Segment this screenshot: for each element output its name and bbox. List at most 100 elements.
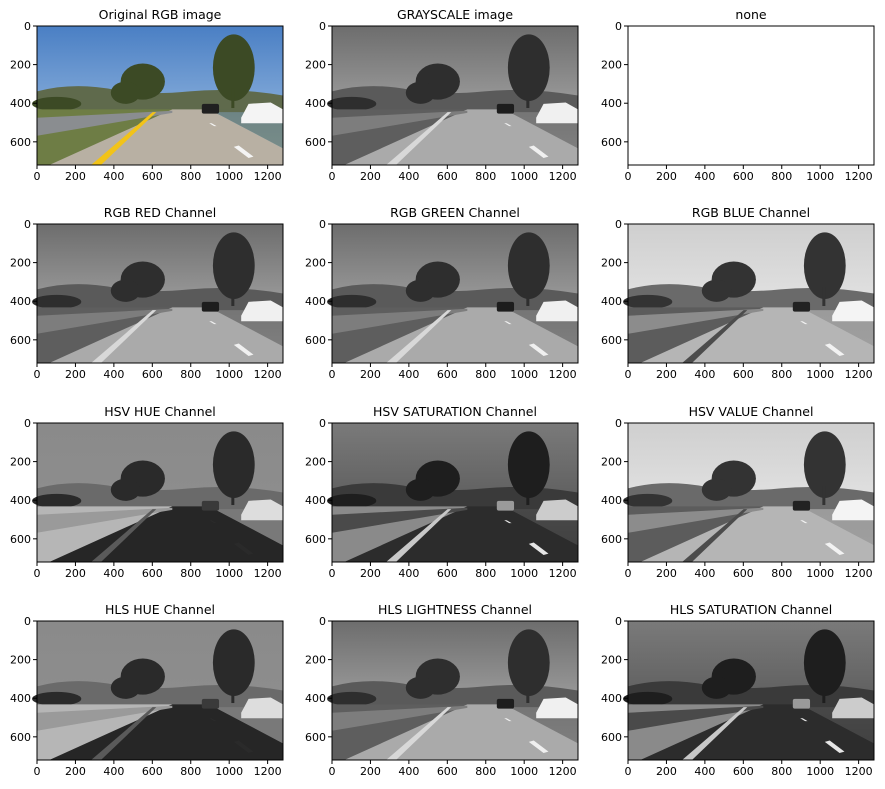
x-tick-label: 0 [329,567,336,580]
channel-image [32,621,283,760]
x-tick-label: 1000 [806,567,834,580]
y-tick-label: 400 [601,494,622,507]
panel-title: HLS LIGHTNESS Channel [378,602,532,617]
x-tick-label: 600 [437,567,458,580]
x-tick-label: 1200 [254,170,282,183]
image-panel: RGB GREEN Channel 0 200 400 600 800 1000 1200 0 2… [305,205,579,381]
x-tick-label: 1000 [215,170,243,183]
y-tick-label: 400 [10,692,31,705]
x-tick-label: 400 [694,765,715,778]
image-panel: HLS SATURATION Channel 0 200 400 600 800 1000 1… [601,602,875,778]
x-tick-label: 200 [656,567,677,580]
y-tick-label: 200 [10,59,31,72]
y-tick-label: 400 [305,494,326,507]
x-tick-label: 800 [180,765,201,778]
y-tick-label: 600 [601,533,622,546]
x-tick-label: 200 [65,170,86,183]
y-tick-label: 0 [24,218,31,231]
x-tick-label: 1200 [549,567,577,580]
x-tick-label: 1000 [806,170,834,183]
x-tick-label: 800 [771,368,792,381]
x-tick-label: 0 [34,765,41,778]
y-tick-label: 200 [305,59,326,72]
x-tick-label: 1000 [806,368,834,381]
channel-image [32,224,283,363]
image-panel: Original RGB image 0 200 400 600 800 1000 1200 0… [10,7,284,183]
channel-image [623,621,874,760]
x-tick-label: 400 [103,170,124,183]
channel-image [623,224,874,363]
y-tick-label: 0 [24,20,31,33]
x-tick-label: 400 [103,368,124,381]
x-tick-label: 0 [625,567,632,580]
y-tick-label: 600 [601,731,622,744]
image-panel: HSV SATURATION Channel 0 200 400 600 800 1000 1… [305,404,579,580]
y-tick-label: 400 [305,97,326,110]
y-tick-label: 600 [305,533,326,546]
panel-title: HSV SATURATION Channel [373,404,537,419]
y-tick-label: 200 [10,257,31,270]
y-tick-label: 0 [615,615,622,628]
channel-image [327,224,578,363]
x-tick-label: 1000 [510,567,538,580]
image-panel: HLS HUE Channel 0 200 400 600 800 1000 1200 0 200… [10,602,284,778]
x-tick-label: 600 [142,170,163,183]
x-tick-label: 0 [625,368,632,381]
x-tick-label: 1000 [510,170,538,183]
x-tick-label: 1000 [510,765,538,778]
panel-title: RGB GREEN Channel [390,205,520,220]
panel-title: HSV HUE Channel [104,404,216,419]
y-tick-label: 0 [319,417,326,430]
channel-image [628,26,874,165]
y-tick-label: 200 [305,654,326,667]
y-tick-label: 400 [601,692,622,705]
x-tick-label: 600 [142,567,163,580]
y-tick-label: 200 [601,59,622,72]
x-tick-label: 0 [329,368,336,381]
y-tick-label: 400 [10,494,31,507]
x-tick-label: 200 [65,567,86,580]
y-tick-label: 200 [305,257,326,270]
x-tick-label: 200 [656,765,677,778]
x-tick-label: 400 [398,170,419,183]
x-tick-label: 0 [34,567,41,580]
x-tick-label: 200 [360,368,381,381]
panel-title: HLS HUE Channel [105,602,215,617]
x-tick-label: 0 [34,170,41,183]
x-tick-label: 0 [625,170,632,183]
x-tick-label: 600 [437,368,458,381]
y-tick-label: 400 [601,97,622,110]
y-tick-label: 400 [305,692,326,705]
x-tick-label: 200 [360,765,381,778]
panel-title: HLS SATURATION Channel [670,602,832,617]
y-tick-label: 200 [601,456,622,469]
x-tick-label: 400 [694,170,715,183]
x-tick-label: 800 [475,368,496,381]
x-tick-label: 1200 [845,765,873,778]
y-tick-label: 600 [305,731,326,744]
x-tick-label: 400 [398,567,419,580]
channel-image [32,26,283,165]
y-tick-label: 0 [319,615,326,628]
panel-title: none [735,7,766,22]
x-tick-label: 1200 [254,567,282,580]
x-tick-label: 0 [329,765,336,778]
x-tick-label: 1200 [549,368,577,381]
panel-title: RGB RED Channel [104,205,216,220]
y-tick-label: 600 [10,731,31,744]
y-tick-label: 600 [10,136,31,149]
image-panel: GRAYSCALE image 0 200 400 600 800 1000 1200 0 200… [305,7,579,183]
x-tick-label: 1000 [806,765,834,778]
x-tick-label: 400 [694,567,715,580]
y-tick-label: 0 [319,218,326,231]
y-tick-label: 0 [24,417,31,430]
x-tick-label: 400 [398,368,419,381]
y-tick-label: 0 [615,417,622,430]
x-tick-label: 1200 [549,765,577,778]
y-tick-label: 0 [319,20,326,33]
x-tick-label: 800 [180,170,201,183]
y-tick-label: 200 [305,456,326,469]
x-tick-label: 600 [437,170,458,183]
channel-image [327,621,578,760]
